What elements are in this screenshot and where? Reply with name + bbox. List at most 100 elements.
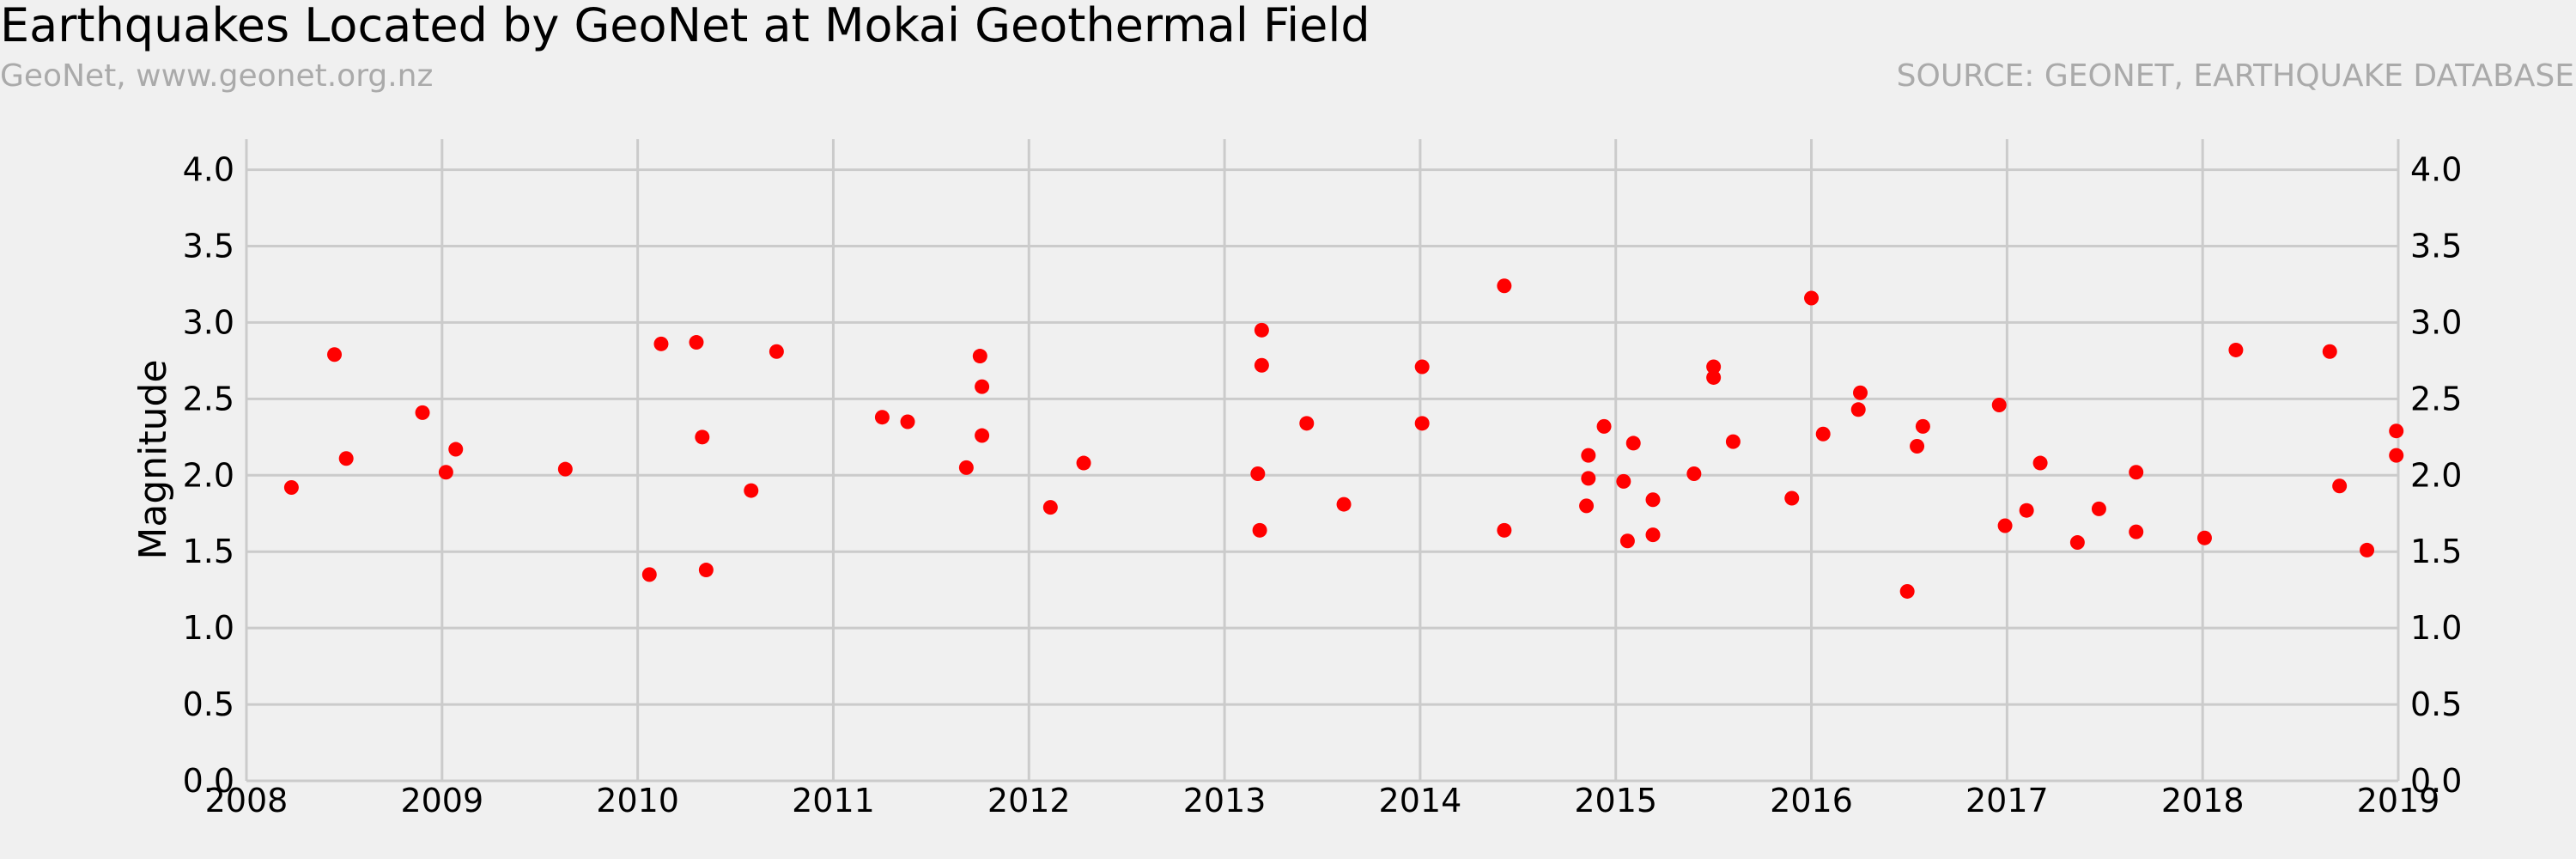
- y-tick-label-right: 0.0: [2410, 762, 2462, 800]
- x-tick-label: 2013: [1183, 782, 1267, 819]
- data-point: [1853, 385, 1868, 400]
- data-point: [1414, 416, 1430, 431]
- y-tick-label-right: 4.0: [2410, 151, 2462, 189]
- data-point: [2019, 503, 2034, 518]
- data-point: [1596, 418, 1612, 434]
- x-tick-label: 2017: [1965, 782, 2049, 819]
- data-point: [1042, 500, 1058, 515]
- data-point: [2129, 465, 2144, 480]
- data-point: [1254, 357, 1269, 373]
- y-tick-label: 1.5: [183, 533, 234, 570]
- data-point: [1784, 490, 1800, 506]
- data-point: [1686, 466, 1702, 482]
- data-point: [1815, 426, 1831, 442]
- data-point: [1616, 473, 1631, 489]
- data-point: [2091, 501, 2106, 516]
- data-point: [1076, 455, 1091, 471]
- data-point: [1250, 466, 1266, 482]
- y-tick-label-right: 2.5: [2410, 380, 2462, 417]
- data-point: [2129, 524, 2144, 539]
- data-point: [338, 451, 354, 466]
- data-point: [769, 344, 784, 359]
- y-tick-label: 2.5: [183, 380, 234, 417]
- data-point: [1619, 533, 1635, 549]
- data-point: [1299, 416, 1315, 431]
- y-tick-label-right: 1.0: [2410, 609, 2462, 647]
- data-point: [972, 349, 987, 364]
- data-point: [1706, 369, 1722, 385]
- data-point: [1915, 418, 1930, 434]
- x-tick-label: 2014: [1379, 782, 1462, 819]
- data-point: [1706, 359, 1722, 375]
- data-point: [283, 480, 299, 496]
- y-tick-label: 0.0: [183, 762, 234, 800]
- x-tick-label: 2009: [400, 782, 483, 819]
- x-tick-label: 2018: [2161, 782, 2245, 819]
- data-point: [1497, 278, 1512, 294]
- data-point: [557, 461, 573, 477]
- grid-lines: [245, 139, 2400, 783]
- data-point: [698, 563, 714, 578]
- data-point: [327, 347, 343, 362]
- x-tick-label: 2012: [987, 782, 1071, 819]
- data-point: [2389, 423, 2404, 439]
- y-tick-label: 3.0: [183, 303, 234, 341]
- data-point: [900, 414, 915, 430]
- data-point: [2228, 342, 2244, 357]
- data-point: [2332, 478, 2348, 494]
- y-tick-label: 3.5: [183, 228, 234, 265]
- data-point: [1254, 322, 1269, 338]
- x-tick-label: 2016: [1770, 782, 1853, 819]
- data-point: [1625, 436, 1641, 451]
- chart-subtitle-right: SOURCE: GEONET, EARTHQUAKE DATABASE: [1897, 58, 2574, 94]
- chart-title: Earthquakes Located by GeoNet at Mokai G…: [0, 0, 1370, 52]
- data-point: [641, 567, 657, 582]
- data-point: [958, 460, 974, 475]
- data-point: [874, 410, 890, 425]
- data-point: [1997, 518, 2013, 533]
- data-point: [1991, 397, 2007, 412]
- data-point: [695, 430, 710, 445]
- data-point: [1645, 527, 1661, 543]
- data-point: [2069, 535, 2085, 551]
- y-tick-label: 2.0: [183, 456, 234, 494]
- data-point: [975, 428, 990, 443]
- data-point: [1336, 497, 1352, 512]
- data-point: [2032, 455, 2048, 471]
- x-tick-label: 2011: [792, 782, 875, 819]
- chart-subtitle-left: GeoNet, www.geonet.org.nz: [0, 58, 433, 94]
- y-axis-label: Magnitude: [131, 359, 175, 559]
- data-point: [2196, 530, 2212, 545]
- data-point: [415, 405, 430, 420]
- y-tick-label: 4.0: [183, 151, 234, 189]
- x-tick-label: 2015: [1574, 782, 1657, 819]
- data-point: [2360, 542, 2375, 557]
- data-point: [1579, 498, 1595, 514]
- data-point: [1804, 290, 1820, 306]
- x-tick-label: 2008: [205, 782, 289, 819]
- data-point: [975, 379, 990, 394]
- data-point: [1899, 583, 1915, 599]
- y-tick-label-right: 3.5: [2410, 228, 2462, 265]
- y-tick-label-right: 2.0: [2410, 456, 2462, 494]
- y-tick-label-right: 0.5: [2410, 685, 2462, 723]
- x-tick-label: 2010: [596, 782, 679, 819]
- y-tick-label: 0.5: [183, 685, 234, 723]
- data-point: [2389, 448, 2404, 463]
- data-point: [2322, 344, 2337, 359]
- data-points: [283, 278, 2404, 599]
- data-point: [744, 483, 759, 498]
- data-point: [1581, 448, 1596, 463]
- y-tick-label-right: 3.0: [2410, 303, 2462, 341]
- data-point: [1252, 522, 1267, 538]
- data-point: [1645, 492, 1661, 508]
- y-tick-label: 1.0: [183, 609, 234, 647]
- y-tick-label-right: 1.5: [2410, 533, 2462, 570]
- x-tick-label: 2019: [2357, 782, 2440, 819]
- data-point: [1910, 438, 1925, 454]
- data-point: [448, 442, 464, 457]
- data-point: [1414, 359, 1430, 375]
- data-point: [1850, 402, 1866, 417]
- data-point: [1725, 434, 1741, 449]
